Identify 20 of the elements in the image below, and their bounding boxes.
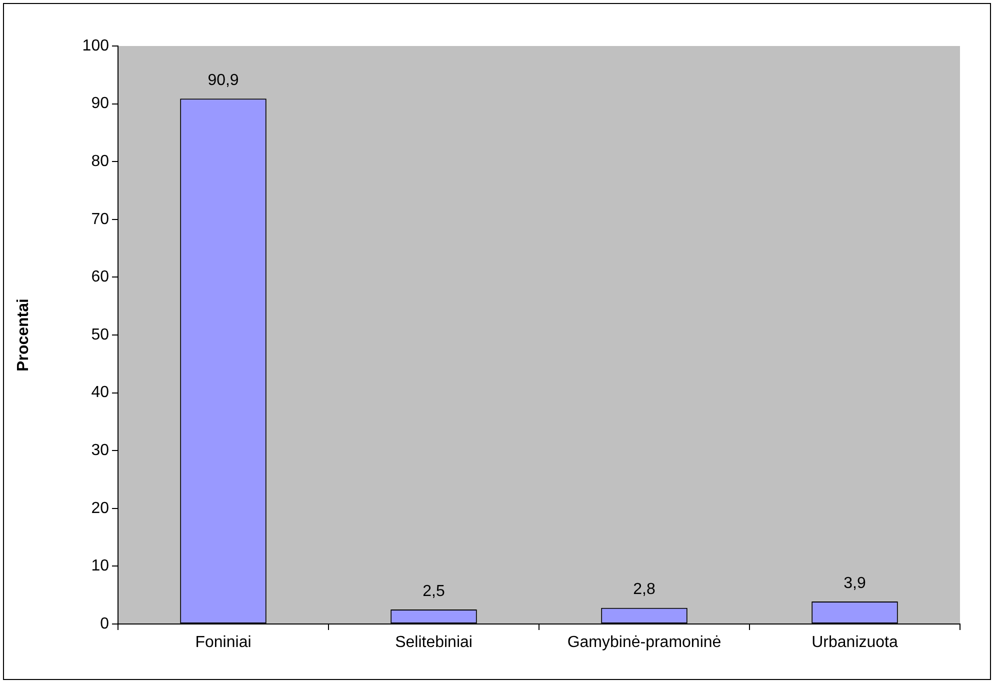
x-tick-label: Foniniai bbox=[195, 634, 252, 652]
y-tick-label: 20 bbox=[91, 500, 110, 517]
x-tick-label: Urbanizuota bbox=[812, 634, 898, 652]
y-tick-label: 0 bbox=[100, 615, 110, 632]
y-tick-label: 80 bbox=[91, 153, 110, 170]
y-tick-label: 40 bbox=[91, 384, 110, 402]
x-tick-label: Selitebiniai bbox=[395, 634, 472, 652]
data-label: 90,9 bbox=[208, 72, 239, 90]
y-tick-label: 50 bbox=[91, 326, 110, 344]
data-label: 3,9 bbox=[844, 574, 866, 592]
y-tick-label: 30 bbox=[91, 442, 110, 460]
y-tick-label: 90 bbox=[91, 95, 110, 112]
data-label: 2,5 bbox=[422, 582, 445, 600]
y-tick-label: 10 bbox=[91, 558, 110, 575]
x-tick-label: Gamybinė-pramoninė bbox=[567, 634, 722, 652]
y-axis-title: Procentai bbox=[15, 298, 32, 372]
data-label: 2,8 bbox=[633, 581, 656, 598]
y-tick-label: 70 bbox=[91, 210, 110, 228]
y-tick-label: 100 bbox=[82, 37, 110, 54]
y-tick-label: 60 bbox=[91, 268, 110, 286]
